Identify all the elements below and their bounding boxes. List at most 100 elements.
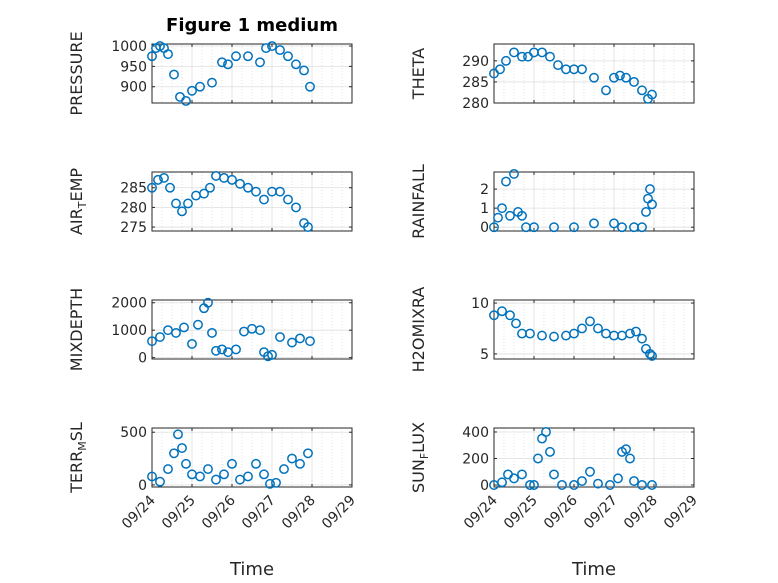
data-point — [267, 349, 277, 360]
data-point — [541, 427, 551, 437]
data-point — [645, 348, 655, 359]
data-point — [303, 448, 313, 459]
data-point — [621, 72, 631, 83]
data-point — [577, 323, 587, 334]
data-point — [647, 480, 657, 490]
data-point — [577, 64, 587, 75]
y-axis-label-sun-flux: SUNFLUX — [409, 422, 431, 493]
x-tick-label: 09/29 — [319, 493, 359, 533]
axes-box — [151, 299, 353, 360]
data-point — [493, 212, 503, 223]
data-point — [647, 89, 657, 100]
data-point — [261, 43, 271, 54]
data-point — [169, 69, 179, 80]
data-point — [299, 65, 309, 76]
data-point — [283, 194, 293, 205]
subplot-rainfall: 0 1 2 RAINFALL — [409, 164, 695, 239]
data-point — [615, 70, 625, 81]
data-point — [585, 316, 595, 327]
data-point — [537, 47, 547, 58]
y-axis-label-pressure: PRESSURE — [67, 31, 86, 115]
data-point — [243, 471, 253, 482]
data-point — [601, 85, 611, 96]
data-point — [159, 172, 169, 183]
y-tick-label: 275 — [120, 220, 147, 236]
data-point — [211, 345, 221, 356]
data-point — [625, 453, 635, 464]
data-point — [195, 81, 205, 92]
x-axis-label-left: Time — [229, 559, 274, 580]
data-point — [227, 458, 237, 469]
y-tick-label: 0 — [138, 478, 147, 494]
data-point — [621, 444, 631, 455]
y-tick-label: 400 — [462, 425, 489, 441]
data-point — [569, 328, 579, 339]
axes-box — [493, 171, 695, 232]
data-point — [511, 318, 521, 329]
data-point — [187, 85, 197, 96]
data-point — [545, 51, 555, 62]
y-tick-label: 5 — [480, 347, 489, 363]
y-tick-label: 0 — [480, 478, 489, 494]
data-point — [275, 186, 285, 197]
data-point — [569, 222, 579, 233]
data-point — [205, 182, 215, 193]
data-point — [529, 222, 539, 233]
data-point — [613, 473, 623, 484]
plot-area — [152, 44, 352, 103]
data-point — [509, 473, 519, 484]
data-point — [259, 469, 269, 480]
y-axis-label-theta: THETA — [409, 48, 428, 100]
data-point — [283, 51, 293, 62]
x-tick-label: 09/26 — [199, 492, 239, 532]
y-tick-label: 285 — [120, 181, 147, 197]
data-point — [525, 328, 535, 339]
x-tick-label: 09/26 — [541, 492, 581, 532]
data-point — [187, 338, 197, 349]
y-tick-label: 1000 — [111, 323, 147, 339]
data-point — [509, 168, 519, 179]
data-point — [497, 203, 507, 214]
data-point — [181, 96, 191, 106]
x-tick-label: 09/24 — [119, 492, 159, 532]
y-tick-label: 0 — [138, 351, 147, 367]
axes-box — [151, 43, 353, 104]
data-point — [231, 51, 241, 62]
data-point — [155, 332, 165, 342]
axes-box — [493, 299, 695, 360]
subplot-h2omixra: 5 10 H2OMIXRA — [409, 287, 695, 372]
y-tick-label: 0 — [480, 220, 489, 236]
data-point — [219, 469, 229, 480]
y-tick-label: 1 — [480, 201, 489, 217]
data-point — [243, 182, 253, 193]
data-point — [609, 72, 619, 83]
data-point — [287, 337, 297, 348]
data-point — [577, 476, 587, 486]
data-point — [211, 474, 221, 485]
data-point — [303, 222, 313, 233]
plot-area — [152, 300, 352, 359]
data-point — [203, 297, 213, 308]
subplot-sun-flux: 0 200 400 SUNFLUX 09/24 09/25 09/26 09/27 09/28 0… — [409, 422, 701, 532]
plot-area — [152, 172, 352, 231]
data-point — [255, 325, 265, 336]
data-point — [217, 344, 227, 355]
data-point — [171, 327, 181, 338]
data-point — [589, 72, 599, 83]
data-point — [177, 443, 187, 453]
data-point — [275, 45, 285, 56]
data-point — [271, 477, 281, 488]
data-point — [489, 310, 499, 321]
data-point — [177, 206, 187, 217]
data-point — [291, 202, 301, 213]
data-point — [605, 480, 615, 490]
data-point — [227, 174, 237, 185]
data-point — [291, 59, 301, 70]
y-tick-label: 1000 — [111, 39, 147, 55]
data-point — [569, 480, 579, 490]
x-tick-label: 09/27 — [581, 493, 621, 533]
data-point — [549, 331, 559, 342]
data-point — [169, 448, 179, 459]
data-point — [147, 51, 157, 62]
